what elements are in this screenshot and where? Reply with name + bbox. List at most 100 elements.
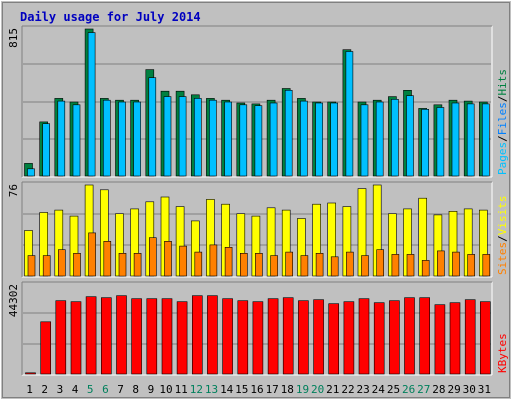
kbytes-bar	[449, 302, 461, 375]
pages-files-hits-legend: Pages/Files/Hits	[496, 69, 509, 175]
chart-title: Daily usage for July 2014	[20, 10, 201, 24]
kbytes-bar	[116, 295, 127, 375]
pages-files-hits-legend-item: /	[496, 96, 509, 103]
pages-files-hits-legend-item: Hits	[496, 69, 509, 96]
day-label: 5	[87, 383, 94, 396]
day-label: 26	[402, 383, 415, 396]
day-label: 24	[372, 383, 386, 396]
sites-bar	[361, 255, 369, 277]
kbytes-bar	[85, 296, 97, 375]
kbytes-max-label: 44302	[7, 284, 20, 317]
sites-visits-max-label: 76	[7, 184, 20, 197]
pages-files-bar	[269, 102, 278, 177]
day-label: 13	[205, 383, 218, 396]
pages-files-bar	[481, 103, 490, 177]
day-label: 2	[41, 383, 48, 396]
kbytes-bar	[25, 372, 36, 375]
sites-bar	[118, 253, 127, 277]
pages-files-bar	[27, 168, 35, 177]
pages-files-bar	[300, 100, 308, 177]
pages-files-bar	[239, 104, 248, 177]
pages-files-bar	[103, 99, 111, 177]
pages-files-bar	[330, 102, 339, 177]
sites-bar	[164, 241, 172, 277]
day-label: 9	[148, 383, 155, 396]
day-label: 14	[220, 383, 234, 396]
day-label: 1	[26, 383, 33, 396]
sites-bar	[179, 245, 187, 277]
day-label: 16	[250, 383, 263, 396]
sites-bar	[240, 253, 248, 277]
kbytes-bar	[434, 304, 446, 375]
sites-bar	[270, 255, 278, 277]
sites-bar	[194, 251, 203, 277]
kbytes-legend-item: KBytes	[496, 333, 509, 373]
pages-files-bar	[72, 104, 81, 177]
sites-bar	[437, 250, 445, 277]
pages-files-bar	[391, 99, 399, 177]
sites-bar	[103, 241, 112, 277]
pages-files-hits-max-label: 815	[7, 28, 20, 48]
day-label: 17	[266, 383, 279, 396]
kbytes-bar	[161, 298, 173, 375]
sites-bar	[346, 251, 354, 277]
pages-files-bar	[360, 104, 369, 177]
pages-files-bar	[466, 103, 475, 177]
kbytes-bar	[70, 301, 82, 375]
kbytes-bar	[237, 300, 249, 375]
sites-bar	[255, 253, 263, 277]
sites-visits-legend: Sites/Visits	[496, 196, 509, 276]
kbytes-bar	[192, 295, 203, 375]
kbytes-legend: KBytes	[496, 333, 509, 373]
pages-files-bar	[224, 101, 232, 177]
pages-files-bar	[421, 109, 430, 177]
sites-visits-legend-item: Visits	[496, 196, 509, 236]
kbytes-bar	[131, 298, 142, 375]
kbytes-bar	[479, 301, 491, 375]
kbytes-bar	[252, 301, 264, 375]
kbytes-bar	[343, 301, 355, 375]
kbytes-bar	[55, 300, 67, 375]
kbytes-bar	[404, 297, 415, 375]
day-label: 22	[341, 383, 354, 396]
pages-files-bar	[87, 32, 96, 177]
kbytes-bar	[207, 295, 218, 375]
day-label: 4	[72, 383, 79, 396]
kbytes-bar	[464, 299, 476, 375]
sites-bar	[88, 232, 96, 277]
pages-files-bar	[57, 100, 66, 177]
sites-bar	[376, 249, 385, 277]
day-label: 23	[356, 383, 369, 396]
kbytes-bar	[40, 321, 52, 375]
kbytes-bar	[282, 297, 294, 375]
sites-bar	[300, 255, 309, 277]
pages-files-bar	[118, 101, 126, 177]
sites-bar	[421, 260, 430, 277]
pages-files-bar	[194, 98, 202, 177]
day-label: 19	[296, 383, 309, 396]
chart-window-border	[2, 2, 510, 398]
sites-bar	[482, 254, 491, 277]
day-label: 10	[159, 383, 172, 396]
day-label: 21	[326, 383, 339, 396]
sites-bar	[391, 254, 400, 277]
sites-bar	[133, 253, 142, 277]
day-label: 12	[190, 383, 203, 396]
day-label: 15	[235, 383, 248, 396]
kbytes-bar	[101, 297, 112, 375]
pages-files-bar	[163, 96, 172, 177]
kbytes-bar	[222, 298, 233, 375]
sites-bar	[42, 255, 51, 277]
sites-bar	[209, 244, 218, 277]
pages-files-bar	[42, 123, 51, 177]
pages-files-hits-legend-item: Files	[496, 102, 509, 135]
pages-files-bar	[148, 77, 157, 177]
day-label: 3	[57, 383, 64, 396]
kbytes-bar	[267, 298, 279, 375]
kbytes-bar	[419, 297, 431, 375]
sites-visits-legend-item: Sites	[496, 242, 509, 275]
kbytes-bar	[313, 299, 324, 375]
sites-bar	[406, 254, 415, 277]
